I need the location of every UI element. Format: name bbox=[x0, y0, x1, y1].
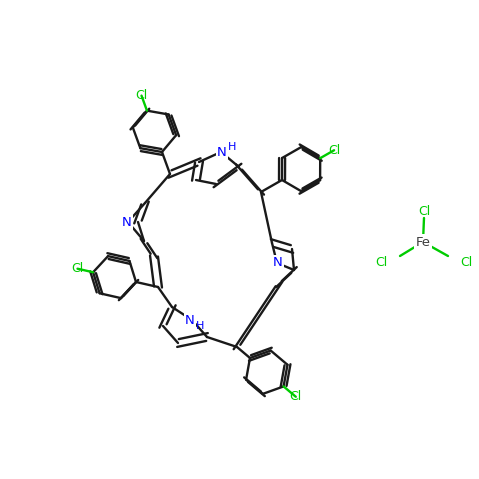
Text: Cl: Cl bbox=[328, 144, 340, 157]
Text: Cl: Cl bbox=[136, 89, 148, 102]
Text: H: H bbox=[196, 321, 204, 331]
Text: Cl: Cl bbox=[376, 255, 388, 269]
Text: Cl: Cl bbox=[460, 255, 472, 269]
Text: Cl: Cl bbox=[418, 205, 430, 217]
Text: Cl: Cl bbox=[71, 262, 84, 275]
Text: N: N bbox=[185, 315, 195, 328]
Text: Cl: Cl bbox=[290, 390, 302, 403]
Text: Fe: Fe bbox=[415, 236, 431, 249]
Text: N: N bbox=[273, 256, 283, 270]
Text: N: N bbox=[217, 146, 227, 159]
Text: H: H bbox=[228, 142, 236, 152]
Text: N: N bbox=[122, 216, 132, 228]
